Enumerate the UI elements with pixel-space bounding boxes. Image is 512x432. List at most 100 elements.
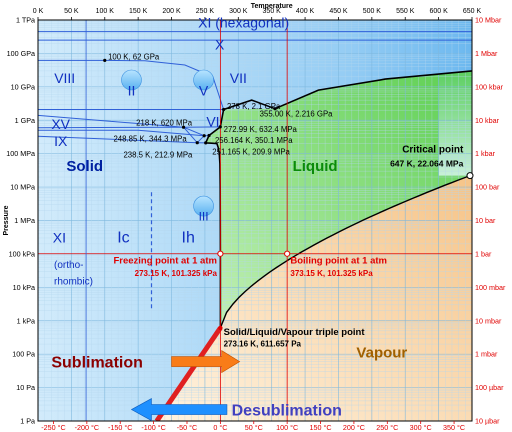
top-tick-label: 350 K [263, 8, 282, 15]
left-tick-label: 1 Pa [20, 417, 35, 426]
left-tick-label: 10 Pa [16, 383, 35, 392]
boiling-point-title: Boiling point at 1 atm [290, 255, 387, 266]
right-tick-label: 100 bar [475, 183, 500, 192]
point-label-100k-62gpa: 100 K, 62 GPa [108, 52, 160, 61]
phase-point [273, 107, 277, 111]
phase-label-xi-hexagonal: XI (hexagonal) [198, 14, 289, 30]
left-tick-label: 1 GPa [15, 116, 35, 125]
right-tick-label: 10 kbar [475, 116, 500, 125]
triple-point-marker [218, 325, 223, 331]
right-tick-label: 10 bar [475, 216, 496, 225]
phase-point [222, 107, 226, 112]
point-100k-62gpa [103, 58, 107, 62]
phase-label-vi: VI [206, 114, 219, 130]
point-label-256.164k: 256.164 K, 350.1 MPa [215, 136, 293, 145]
right-tick-label: 1 Mbar [475, 49, 498, 58]
point-label-238.5k: 238.5 K, 212.9 MPa [123, 150, 193, 159]
top-tick-label: 250 K [196, 8, 215, 15]
phase-label-viii: VIII [54, 70, 75, 86]
bottom-tick-label: -150 °C [108, 423, 132, 432]
right-tick-label: 100 mbar [475, 283, 506, 292]
liquid-label: Liquid [293, 158, 338, 175]
phase-label-vii: VII [230, 70, 247, 86]
ice-boundary-line [38, 114, 210, 137]
top-tick-label: 600 K [429, 8, 448, 15]
boiling-curve [219, 174, 471, 329]
freezing-point-marker [217, 250, 224, 257]
top-tick-label: 200 K [162, 8, 181, 15]
triple-point-title: Solid/Liquid/Vapour triple point [224, 327, 366, 338]
point-label-248.85k: 248.85 K, 344.3 MPa [113, 135, 187, 144]
bottom-tick-label: -100 °C [141, 423, 165, 432]
solid-label: Solid [66, 158, 103, 175]
phase-point [195, 141, 199, 145]
point-label-355k-2.216gpa: 355.00 K, 2.216 GPa [260, 109, 333, 118]
right-tick-label: 10 µbar [475, 417, 500, 426]
top-tick-label: 50 K [64, 8, 79, 15]
left-tick-label: 100 GPa [7, 49, 35, 58]
phase-label-xv: XV [51, 116, 70, 132]
critical-point-title: Critical point [402, 144, 464, 155]
critical-point-value: 647 K, 22.064 MPa [390, 158, 464, 168]
freezing-point-title: Freezing point at 1 atm [113, 255, 216, 266]
top-tick-label: 650 K [463, 8, 482, 15]
bottom-tick-label: 100 °C [276, 423, 298, 432]
critical-point-marker [466, 172, 474, 180]
boiling-point-marker [284, 250, 291, 257]
left-tick-label: 100 kPa [9, 249, 35, 258]
top-tick-label: 450 K [329, 8, 348, 15]
triple-point-value: 273.16 K, 611.657 Pa [224, 339, 302, 348]
bottom-tick-label: -250 °C [41, 423, 65, 432]
phase-point [204, 141, 208, 145]
top-tick-label: 550 K [396, 8, 415, 15]
right-tick-label: 10 mbar [475, 316, 502, 325]
vapour-label: Vapour [356, 344, 407, 361]
right-tick-label: 1 bar [475, 249, 492, 258]
ice-boundary-line [38, 59, 225, 110]
phase-label-ih: Ih [182, 229, 195, 246]
bottom-tick-label: -50 °C [177, 423, 197, 432]
plot-frame [37, 19, 473, 422]
bottom-tick-label: 300 °C [410, 423, 432, 432]
left-tick-label: 100 Pa [12, 350, 35, 359]
phase-label-v: V [199, 83, 209, 99]
left-tick-label: 10 kPa [13, 283, 35, 292]
point-label-272.99k: 272.99 K, 632.4 MPa [224, 125, 298, 134]
right-tick-label: 1 mbar [475, 350, 498, 359]
right-tick-label: 10 Mbar [475, 16, 502, 25]
phase-point [218, 125, 222, 129]
left-tick-label: 1 MPa [14, 216, 35, 225]
phase-point [202, 134, 206, 138]
right-tick-label: 1 kbar [475, 149, 496, 158]
phase-iii-bubble [193, 195, 214, 217]
freezing-point-value: 273.15 K, 101.325 kPa [135, 269, 218, 278]
y-axis-title: Pressure [3, 205, 10, 235]
left-tick-label: 1 TPa [16, 16, 35, 25]
right-tick-label: 100 µbar [475, 383, 504, 392]
point-label-218k-620mpa: 218 K, 620 MPa [136, 118, 193, 127]
top-tick-label: 150 K [129, 8, 148, 15]
top-tick-label: 400 K [296, 8, 315, 15]
phase-label-xi-ortho-sub1: (ortho- [54, 260, 83, 271]
top-tick-label: 0 K [33, 8, 44, 15]
right-tick-label: 100 kbar [475, 82, 504, 91]
ice-boundary-line [38, 129, 205, 137]
left-tick-label: 10 GPa [11, 82, 35, 91]
boiling-point-value: 373.15 K, 101.325 kPa [290, 269, 373, 278]
phase-point [207, 133, 211, 138]
bottom-tick-label: 200 °C [343, 423, 365, 432]
phase-label-xi-ortho: XI [53, 229, 66, 245]
phase-label-ic: Ic [117, 229, 129, 246]
desublimation-arrow [130, 398, 228, 422]
top-tick-label: 100 K [96, 8, 115, 15]
phase-label-iii: III [199, 210, 209, 224]
phase-label-ix: IX [54, 133, 68, 149]
phase-label-xi-ortho-sub2: rhombic) [54, 277, 93, 288]
sublimation-label: Sublimation [51, 355, 143, 372]
left-tick-label: 1 kPa [17, 316, 35, 325]
x-axis-title: Temperature [251, 3, 293, 10]
phase-point [181, 125, 186, 129]
top-tick-label: 300 K [229, 8, 248, 15]
point-label-251.165k: 251.165 K, 209.9 MPa [212, 147, 290, 156]
